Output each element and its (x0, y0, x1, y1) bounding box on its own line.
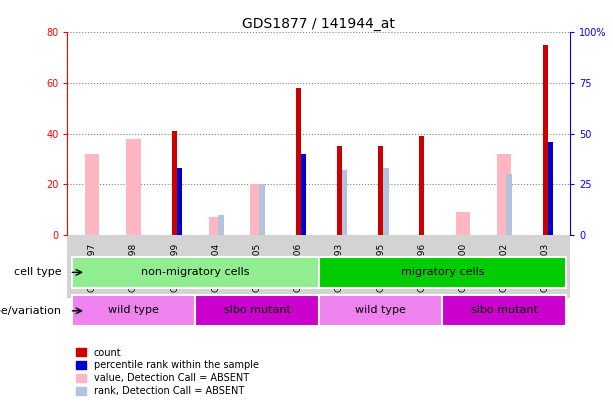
Bar (72, 295, 195, 326)
Text: genotype/variation: genotype/variation (0, 306, 61, 316)
Bar (337, 146, 342, 235)
Bar (249, 184, 264, 235)
Bar (319, 257, 566, 288)
Text: wild type: wild type (108, 305, 159, 315)
Bar (319, 295, 443, 326)
Bar (172, 131, 177, 235)
Bar (300, 154, 305, 235)
Bar (218, 215, 224, 235)
Text: cell type: cell type (13, 267, 61, 277)
Bar (341, 170, 348, 235)
Text: non-migratory cells: non-migratory cells (141, 266, 249, 277)
Bar (455, 212, 470, 235)
Bar (548, 142, 553, 235)
Bar (543, 45, 548, 235)
Bar (208, 217, 223, 235)
Bar (195, 295, 319, 326)
Bar (85, 154, 99, 235)
Bar (443, 295, 566, 326)
Legend: count, percentile rank within the sample, value, Detection Call = ABSENT, rank, : count, percentile rank within the sample… (72, 343, 262, 400)
Title: GDS1877 / 141944_at: GDS1877 / 141944_at (242, 17, 395, 31)
Text: slbo mutant: slbo mutant (471, 305, 538, 315)
Text: wild type: wild type (355, 305, 406, 315)
Bar (177, 168, 182, 235)
Text: migratory cells: migratory cells (401, 266, 484, 277)
Bar (497, 154, 511, 235)
Bar (378, 146, 383, 235)
Bar (506, 174, 512, 235)
Bar (295, 88, 300, 235)
Bar (383, 168, 389, 235)
Bar (419, 136, 424, 235)
Bar (259, 184, 265, 235)
Text: slbo mutant: slbo mutant (224, 305, 291, 315)
Bar (126, 139, 140, 235)
Bar (72, 257, 319, 288)
